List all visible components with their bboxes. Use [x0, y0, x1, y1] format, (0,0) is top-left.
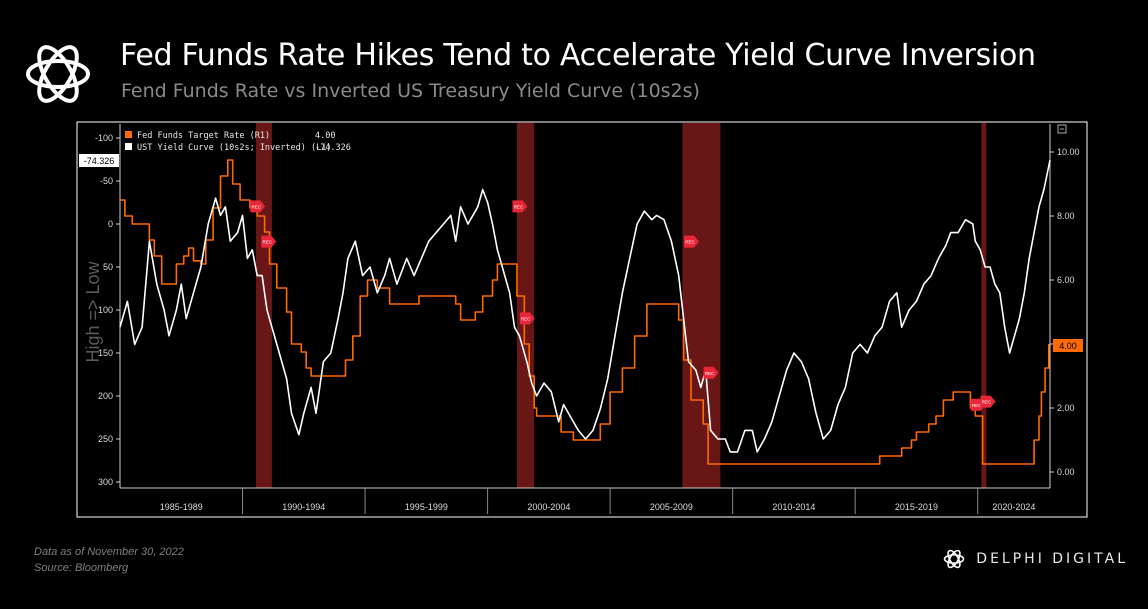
- left-current-tag-box: [79, 154, 119, 167]
- rec-marker-shape: [683, 235, 699, 248]
- legend-label-yield-curve: UST Yield Curve (10s2s; Inverted) (L1): [137, 143, 331, 153]
- rec-marker-shape: [703, 366, 719, 379]
- rec-marker-shape: [980, 395, 996, 408]
- source-note: Source: Bloomberg: [34, 562, 129, 574]
- recession-band: [256, 123, 272, 488]
- rec-marker-shape: [519, 312, 535, 325]
- rec-marker: REC: [250, 200, 266, 213]
- left-tick-label: 300: [98, 477, 113, 487]
- page-subtitle: Fend Funds Rate vs Inverted US Treasury …: [121, 80, 700, 102]
- left-tick-label: 100: [98, 305, 113, 315]
- rec-marker-shape: [512, 200, 528, 213]
- left-tick-label: 200: [98, 391, 113, 401]
- brand-name: DELPHI DIGITAL: [976, 551, 1128, 567]
- brand: DELPHI DIGITAL: [942, 547, 1128, 571]
- right-current-tag-box: [1053, 339, 1083, 352]
- series-lines: [119, 159, 1051, 465]
- right-tick-label: 0.00: [1057, 467, 1075, 477]
- x-period-label: 2020-2024: [992, 502, 1035, 512]
- rec-marker: REC: [980, 395, 996, 408]
- rec-marker-label: REC: [251, 204, 261, 209]
- x-period-label: 1985-1989: [160, 502, 203, 512]
- delphi-logo-icon: [26, 45, 90, 103]
- page-title: Fed Funds Rate Hikes Tend to Accelerate …: [120, 38, 1036, 73]
- brand-logo-icon: [944, 549, 965, 569]
- left-tick-label: 150: [98, 348, 113, 358]
- x-period-label: 1990-1994: [282, 502, 325, 512]
- legend-value-yield-curve: -74.326: [315, 143, 351, 153]
- rec-marker: REC: [519, 312, 535, 325]
- rec-marker: REC: [261, 235, 277, 248]
- right-tick-label: 10.00: [1057, 147, 1080, 157]
- rec-marker-label: REC: [705, 371, 715, 376]
- left-tick-label: -50: [100, 176, 113, 186]
- x-period-label: 2010-2014: [772, 502, 815, 512]
- rec-marker-label: REC: [685, 240, 695, 245]
- right-tick-label: 2.00: [1057, 403, 1075, 413]
- recession-band: [682, 123, 721, 488]
- recession-band: [516, 123, 535, 488]
- x-period-label: 2000-2004: [527, 502, 570, 512]
- rec-marker-shape: [250, 200, 266, 213]
- x-period-label: 2015-2019: [895, 502, 938, 512]
- collapse-icon[interactable]: [1057, 124, 1067, 134]
- data-note: Data as of November 30, 2022: [34, 546, 184, 558]
- yield-curve-line: [119, 159, 1051, 453]
- left-axis-title: High => Low: [83, 260, 103, 362]
- rec-marker: REC: [512, 200, 528, 213]
- left-tick-label: -100: [95, 133, 113, 143]
- legend: Fed Funds Target Rate (R1) 4.00 UST Yiel…: [125, 131, 351, 153]
- left-current-tag-value: -74.326: [84, 156, 115, 166]
- rec-marker-label: REC: [972, 403, 982, 408]
- left-tick-label: 0: [108, 219, 113, 229]
- left-tick-label: 50: [103, 262, 113, 272]
- fed-funds-line: [120, 159, 1050, 465]
- right-tick-label: 6.00: [1057, 275, 1075, 285]
- rec-marker-shape: [261, 235, 277, 248]
- recession-bands: [256, 123, 987, 488]
- recession-band: [981, 123, 987, 488]
- rec-marker-label: REC: [514, 204, 524, 209]
- chart-frame: [76, 121, 1088, 518]
- right-current-tag: 4.00: [1053, 339, 1083, 352]
- rec-marker: REC: [683, 235, 699, 248]
- rec-marker-label: REC: [982, 400, 992, 405]
- legend-value-fed-funds: 4.00: [315, 131, 335, 141]
- x-period-label: 2005-2009: [650, 502, 693, 512]
- left-axis-label: High => Low: [83, 260, 103, 362]
- legend-swatch-fed-funds: [125, 131, 132, 138]
- axes: -100 -50 0 50 100 150 200 250 300 0.00 2.00 4.00 6.0…: [95, 124, 1080, 514]
- left-tick-label: 250: [98, 434, 113, 444]
- rec-marker-label: REC: [263, 240, 273, 245]
- rec-marker: REC: [703, 366, 719, 379]
- right-current-tag-value: 4.00: [1059, 341, 1077, 351]
- rec-marker-label: REC: [521, 316, 531, 321]
- x-period-label: 1995-1999: [405, 502, 448, 512]
- right-tick-label: 8.00: [1057, 211, 1075, 221]
- legend-label-fed-funds: Fed Funds Target Rate (R1): [137, 131, 270, 141]
- legend-swatch-yield-curve: [125, 143, 132, 150]
- left-current-tag: -74.326: [79, 154, 119, 167]
